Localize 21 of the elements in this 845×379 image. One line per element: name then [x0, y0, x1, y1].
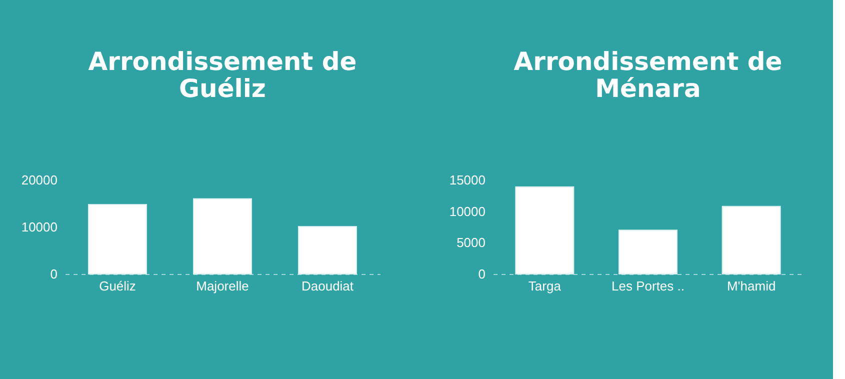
- x-tick-label: M'hamid: [726, 278, 776, 294]
- x-tick-label: Majorelle: [196, 278, 249, 294]
- y-tick-label: 5000: [456, 235, 486, 250]
- bar: [88, 204, 147, 274]
- x-tick-label: Guéliz: [99, 278, 136, 294]
- bar: [193, 198, 252, 274]
- bar: [722, 206, 781, 274]
- y-tick-label: 15000: [449, 172, 486, 188]
- chart-title: Arrondissement de Guéliz: [88, 47, 357, 103]
- x-tick-label: Daoudiat: [301, 278, 354, 294]
- y-tick-label: 10000: [21, 220, 58, 234]
- bar: [618, 230, 678, 274]
- bar: [298, 226, 357, 274]
- y-tick-label: 10000: [449, 204, 486, 219]
- y-tick-label: 20000: [21, 172, 58, 188]
- bar: [515, 186, 574, 274]
- x-tick-label: Targa: [528, 278, 562, 294]
- y-tick-label: 0: [478, 266, 486, 282]
- chart-title: Arrondissement de Ménara: [514, 47, 782, 103]
- x-tick-label: Les Portes ..: [612, 278, 684, 294]
- y-tick-label: 0: [50, 266, 58, 282]
